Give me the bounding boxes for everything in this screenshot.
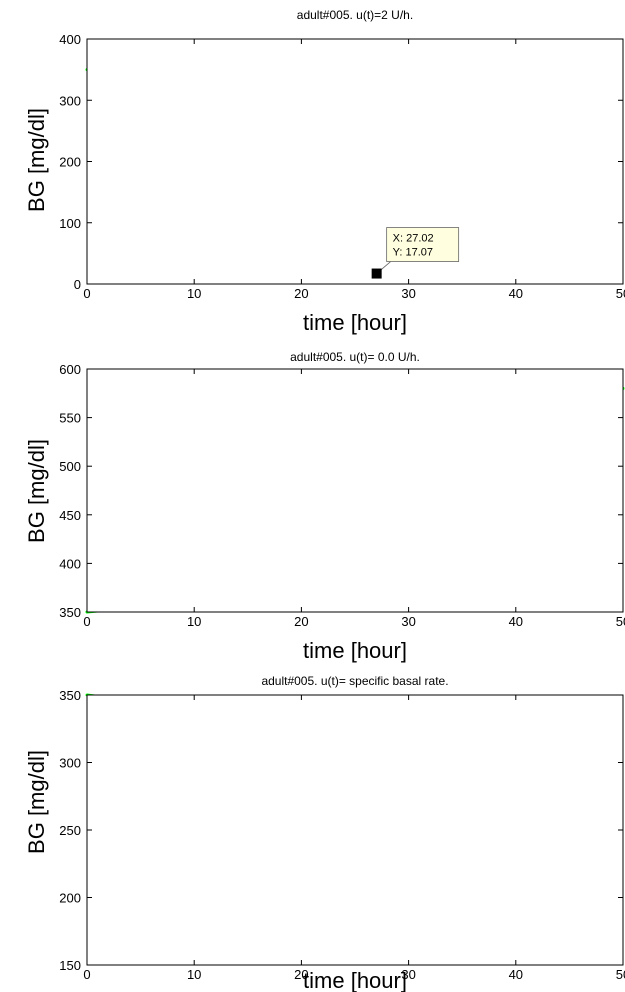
datatip-x-text: X: 27.02	[393, 233, 434, 245]
axes-frame-2	[86, 368, 624, 613]
y-axis-label-2: BG [mg/dl]	[24, 439, 49, 543]
datatip-box	[386, 227, 460, 262]
y-tick-label: 0	[74, 277, 81, 292]
y-axis-label-3: BG [mg/dl]	[24, 750, 49, 854]
axes-frame-1	[86, 38, 624, 285]
x-axis-label-3: time [hour]	[303, 968, 407, 992]
y-tick-label: 500	[59, 459, 81, 474]
y-tick-label: 300	[59, 756, 81, 771]
y-tick-label: 200	[59, 155, 81, 170]
x-tick-label: 40	[509, 967, 523, 982]
y-tick-label: 100	[59, 216, 81, 231]
x-tick-label: 20	[294, 614, 308, 629]
x-tick-label: 50	[616, 614, 625, 629]
x-tick-label: 0	[83, 614, 90, 629]
x-axis-label-2: time [hour]	[303, 638, 407, 663]
x-tick-label: 10	[187, 614, 201, 629]
x-tick-label: 10	[187, 967, 201, 982]
x-axis-label-1: time [hour]	[303, 310, 407, 335]
x-tick-label: 30	[401, 286, 415, 301]
datatip-marker	[371, 268, 382, 279]
x-tick-label: 50	[616, 286, 625, 301]
x-tick-label: 0	[83, 286, 90, 301]
y-tick-label: 600	[59, 362, 81, 377]
x-tick-label: 40	[509, 614, 523, 629]
x-tick-label: 0	[83, 967, 90, 982]
y-tick-label: 550	[59, 411, 81, 426]
axes-frame-3	[86, 694, 624, 966]
x-tick-label: 10	[187, 286, 201, 301]
y-tick-label: 350	[59, 688, 81, 703]
y-tick-label: 150	[59, 958, 81, 973]
y-tick-label: 350	[59, 605, 81, 620]
subplot-1: 0 10 20 30 40 50 0 100 200 300 400 X: 27.02 Y: 17.07…	[24, 8, 625, 335]
datatip-y-text: Y: 17.07	[393, 247, 433, 259]
x-tick-label: 30	[401, 967, 415, 982]
y-tick-label: 400	[59, 32, 81, 47]
x-tick-label: 20	[294, 286, 308, 301]
y-tick-label: 250	[59, 823, 81, 838]
subplot-2: 0 10 20 30 40 50 350 400 450 500 550 600 adult#005. …	[24, 350, 625, 663]
x-tick-label: 50	[616, 967, 625, 982]
x-tick-label: 20	[294, 967, 308, 982]
y-axis-label-1: BG [mg/dl]	[24, 108, 49, 212]
y-tick-label: 400	[59, 556, 81, 571]
subplot-3: 0 10 20 30 40 50 150 200 250 300 350 adult#005. u(t…	[24, 674, 625, 992]
y-tick-label: 300	[59, 93, 81, 108]
plot-title-1: adult#005. u(t)=2 U/h.	[297, 8, 413, 22]
y-tick-label: 450	[59, 508, 81, 523]
x-tick-label: 30	[401, 614, 415, 629]
x-tick-label: 40	[509, 286, 523, 301]
plot-title-2: adult#005. u(t)= 0.0 U/h.	[290, 350, 420, 364]
plot-title-3: adult#005. u(t)= specific basal rate.	[261, 674, 448, 688]
y-tick-label: 200	[59, 891, 81, 906]
